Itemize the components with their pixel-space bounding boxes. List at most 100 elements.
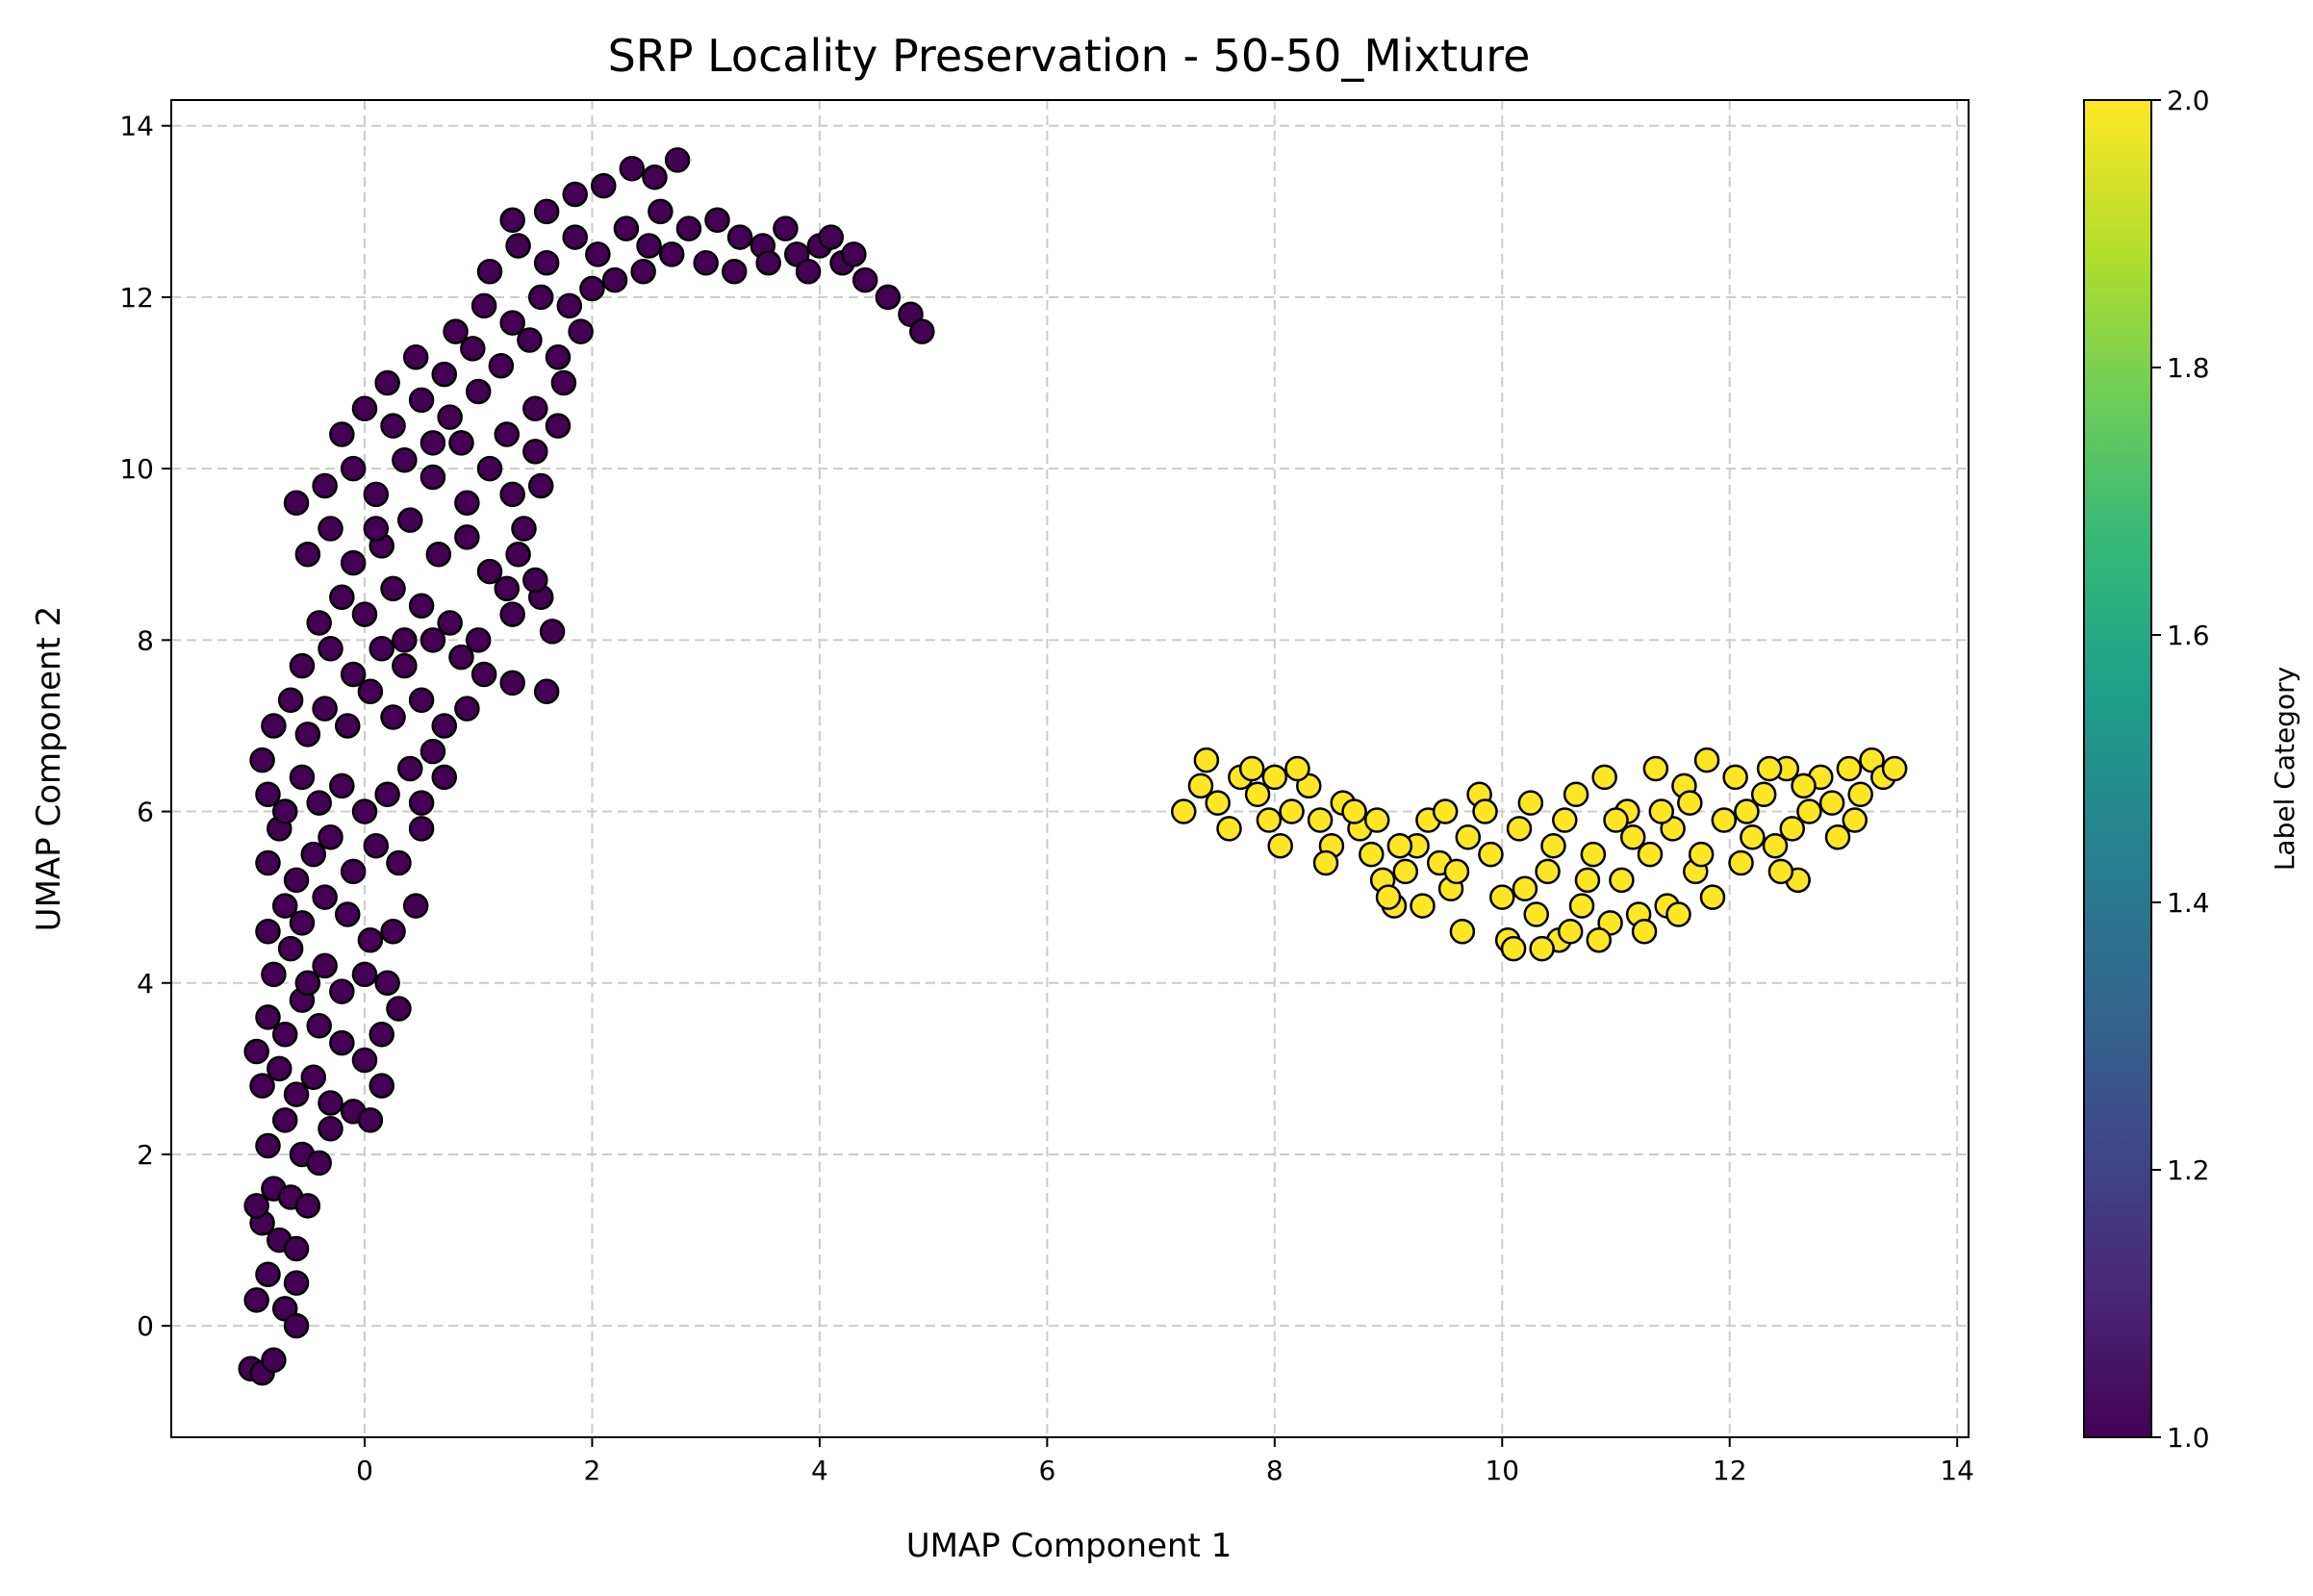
scatter-point bbox=[261, 961, 287, 988]
scatter-point bbox=[306, 1150, 332, 1177]
y-tick-label: 8 bbox=[137, 624, 154, 656]
scatter-point bbox=[425, 541, 452, 568]
scatter-point bbox=[1711, 807, 1738, 833]
scatter-point bbox=[1517, 790, 1544, 816]
scatter-point bbox=[795, 258, 822, 285]
scatter-point bbox=[658, 241, 685, 267]
scatter-point bbox=[318, 1115, 343, 1142]
scatter-point bbox=[1586, 926, 1613, 953]
scatter-point bbox=[369, 1021, 394, 1048]
scatter-point bbox=[1818, 790, 1845, 816]
scatter-point bbox=[1443, 858, 1470, 885]
scatter-point bbox=[1557, 919, 1584, 945]
scatter-point bbox=[283, 1312, 310, 1339]
scatter-point bbox=[277, 935, 304, 962]
scatter-point bbox=[243, 1193, 269, 1219]
scatter-point bbox=[499, 670, 525, 697]
chart-title: SRP Locality Preservation - 50-50_Mixtur… bbox=[608, 30, 1531, 82]
scatter-point bbox=[283, 867, 310, 894]
scatter-point bbox=[300, 841, 327, 868]
scatter-point bbox=[312, 952, 338, 979]
colorbar-label: Label Category bbox=[2269, 667, 2300, 871]
scatter-point bbox=[363, 516, 390, 542]
scatter-point bbox=[533, 678, 560, 705]
colorbar-tick-label: 2.0 bbox=[2167, 85, 2210, 116]
scatter-point bbox=[419, 464, 446, 491]
scatter-point bbox=[448, 644, 474, 671]
scatter-point bbox=[283, 1081, 310, 1107]
scatter-point bbox=[1842, 807, 1868, 833]
scatter-point bbox=[505, 541, 531, 568]
scatter-point bbox=[300, 1064, 327, 1091]
scatter-point bbox=[875, 284, 902, 311]
scatter-point bbox=[335, 713, 361, 739]
scatter-point bbox=[562, 181, 588, 208]
scatter-point bbox=[271, 1107, 298, 1133]
scatter-point bbox=[329, 1029, 355, 1056]
scatter-point bbox=[1740, 824, 1766, 850]
scatter-point bbox=[271, 798, 298, 824]
scatter-point bbox=[419, 627, 446, 653]
scatter-point bbox=[369, 636, 394, 662]
scatter-point bbox=[431, 361, 457, 388]
scatter-point bbox=[1529, 935, 1555, 962]
scatter-point bbox=[1489, 884, 1515, 910]
scatter-point bbox=[909, 318, 935, 344]
scatter-point bbox=[408, 790, 435, 816]
scatter-point bbox=[1847, 781, 1873, 807]
scatter-point bbox=[1688, 841, 1715, 868]
scatter-point bbox=[329, 978, 355, 1004]
scatter-point bbox=[550, 369, 577, 396]
scatter-point bbox=[591, 172, 617, 199]
scatter-point bbox=[271, 893, 298, 919]
scatter-point bbox=[255, 849, 281, 876]
scatter-point bbox=[1591, 764, 1617, 791]
scatter-point bbox=[465, 627, 492, 653]
scatter-point bbox=[1580, 841, 1607, 868]
scatter-point bbox=[255, 1132, 281, 1159]
scatter-point bbox=[380, 704, 406, 730]
x-tick-label: 6 bbox=[1038, 1455, 1055, 1486]
scatter-point bbox=[721, 258, 748, 285]
scatter-point bbox=[1193, 747, 1220, 773]
scatter-point bbox=[1523, 901, 1549, 927]
scatter-point bbox=[1216, 816, 1242, 842]
scatter-point bbox=[499, 207, 525, 233]
y-tick-label: 10 bbox=[119, 453, 154, 485]
scatter-point bbox=[1767, 858, 1794, 885]
scatter-point bbox=[579, 275, 605, 302]
scatter-point bbox=[431, 764, 457, 791]
scatter-point bbox=[1552, 807, 1578, 833]
scatter-point bbox=[1244, 781, 1271, 807]
scatter-point bbox=[351, 1047, 378, 1074]
scatter-point bbox=[374, 781, 400, 807]
colorbar-tick-label: 1.0 bbox=[2167, 1422, 2210, 1454]
scatter-point bbox=[1238, 755, 1265, 782]
scatter-point bbox=[312, 472, 338, 499]
scatter-point bbox=[522, 395, 548, 422]
scatter-point bbox=[568, 318, 594, 344]
x-tick-label: 0 bbox=[356, 1455, 373, 1486]
x-tick-label: 2 bbox=[584, 1455, 601, 1486]
scatter-point bbox=[1341, 798, 1367, 824]
scatter-point bbox=[1699, 884, 1726, 910]
scatter-point bbox=[283, 1270, 310, 1296]
scatter-point bbox=[1307, 807, 1334, 833]
scatter-point bbox=[1824, 824, 1851, 850]
scatter-point bbox=[289, 652, 316, 679]
scatter-point bbox=[476, 558, 503, 585]
scatter-point bbox=[335, 901, 361, 927]
scatter-point bbox=[1734, 798, 1760, 824]
scatter-point bbox=[494, 575, 521, 602]
y-tick-label: 2 bbox=[137, 1139, 154, 1171]
scatter-point bbox=[522, 439, 548, 465]
scatter-point bbox=[664, 147, 691, 173]
scatter-point bbox=[1500, 935, 1527, 962]
scatter-point bbox=[1540, 832, 1566, 859]
scatter-point bbox=[431, 713, 457, 739]
x-tick-label: 14 bbox=[1940, 1455, 1974, 1486]
scatter-point bbox=[773, 215, 799, 241]
scatter-point bbox=[261, 713, 287, 739]
scatter-point bbox=[340, 549, 367, 576]
